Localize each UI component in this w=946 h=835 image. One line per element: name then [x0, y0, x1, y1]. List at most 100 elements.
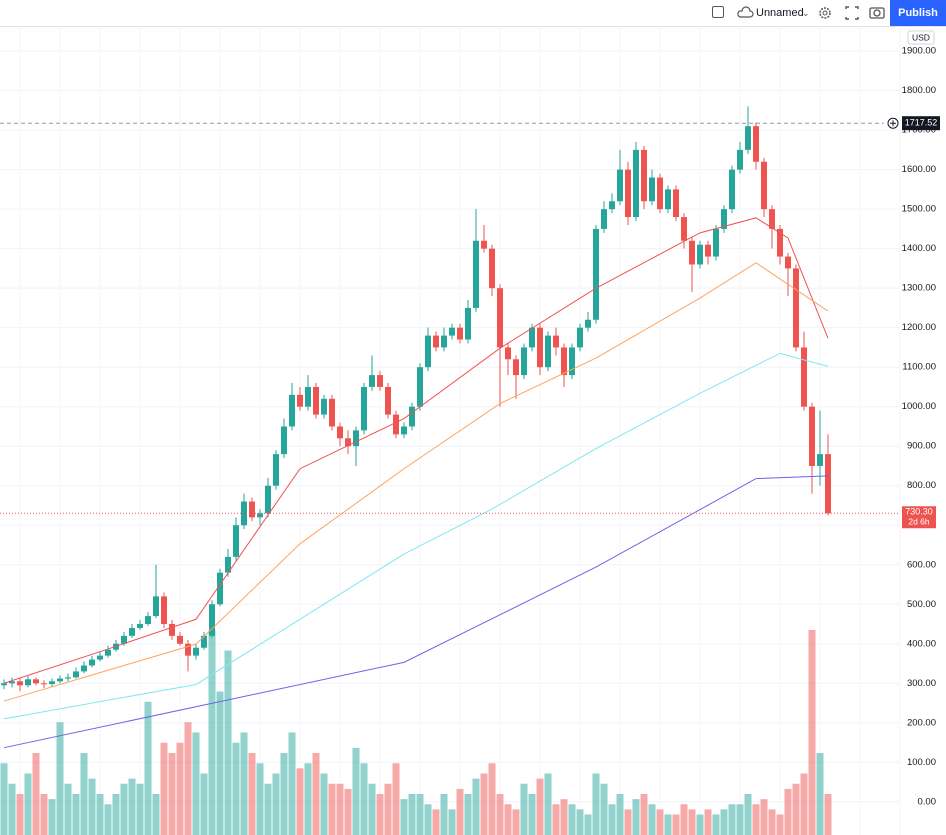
y-tick-label: 1100.00 — [902, 362, 936, 373]
volume-bar — [72, 794, 80, 835]
volume-bar — [16, 794, 24, 835]
volume-bar — [704, 809, 712, 835]
volume-bar — [600, 783, 608, 835]
volume-bar — [48, 799, 56, 835]
caret[interactable]: ⌄ — [802, 8, 810, 18]
cloud-icon[interactable] — [736, 0, 754, 26]
volume-bar — [376, 794, 384, 835]
candle-body — [809, 406, 815, 466]
snapshot-icon[interactable] — [868, 0, 886, 26]
candle-body — [825, 454, 831, 514]
candle-body — [433, 335, 439, 348]
volume-bar — [768, 809, 776, 835]
candle-body — [641, 149, 647, 202]
volume-bar — [568, 804, 576, 835]
volume-bar — [320, 773, 328, 835]
volume-bar — [40, 794, 48, 835]
volume-bar — [792, 783, 800, 835]
candle-body — [393, 414, 399, 435]
candle-body — [473, 240, 479, 308]
volume-bar — [480, 773, 488, 835]
y-tick-label: 1900.00 — [902, 46, 936, 57]
volume-bar — [296, 768, 304, 835]
candle-body — [145, 616, 151, 625]
volume-bar — [112, 794, 120, 835]
candle-body — [617, 169, 623, 202]
y-tick-label: 1400.00 — [902, 243, 936, 254]
volume-bar — [80, 753, 88, 835]
volume-bar — [256, 763, 264, 835]
volume-bar — [288, 732, 296, 835]
fullscreen-icon[interactable] — [845, 0, 859, 26]
volume-bar — [368, 783, 376, 835]
candle-body — [97, 655, 103, 660]
volume-bar — [640, 794, 648, 835]
y-tick-label: 1300.00 — [902, 283, 936, 294]
candle-body — [377, 375, 383, 387]
candle-body — [65, 677, 71, 679]
volume-bar — [328, 783, 336, 835]
candle-body — [385, 386, 391, 415]
volume-bar — [216, 691, 224, 835]
moving-average — [3, 352, 829, 720]
candle-body — [505, 347, 511, 360]
volume-bar — [88, 778, 96, 835]
candle-body — [409, 406, 415, 427]
candle-body — [633, 149, 639, 218]
moving-average — [3, 475, 829, 749]
candle-body — [713, 228, 719, 257]
volume-bar — [232, 742, 240, 835]
candle-body — [737, 149, 743, 170]
candle-body — [17, 681, 23, 686]
select-box[interactable] — [712, 6, 724, 18]
volume-bar — [336, 783, 344, 835]
volume-bar — [552, 804, 560, 835]
volume-bar — [800, 773, 808, 835]
publish-button[interactable]: Publish — [890, 0, 946, 26]
currency-box[interactable] — [907, 30, 935, 45]
currency[interactable]: USD — [912, 32, 930, 42]
candle-body — [625, 169, 631, 218]
candle-body — [777, 228, 783, 257]
volume-bar — [392, 763, 400, 835]
candle-body — [497, 288, 503, 348]
candle-body — [105, 649, 111, 656]
candle-body — [689, 240, 695, 265]
candle-body — [57, 678, 63, 682]
candle-body — [281, 426, 287, 455]
chart: USD 0.00 100.00 200.00 300.00 400.00 500.00 60… — [0, 27, 940, 835]
volume-bar — [416, 794, 424, 835]
candle-body — [817, 454, 823, 466]
candle-body — [585, 319, 591, 328]
candle-body — [177, 635, 183, 644]
candle-body — [705, 244, 711, 257]
volume-bar — [136, 783, 144, 835]
candle-body — [609, 201, 615, 210]
y-tick-label: 100.00 — [907, 757, 936, 768]
candle-body — [345, 438, 351, 447]
candle-body — [481, 240, 487, 249]
candle-body — [33, 679, 39, 684]
volume-bar — [472, 778, 480, 835]
volume-bar — [664, 814, 672, 835]
countdown: 2d 6h — [908, 517, 930, 527]
volume-bar — [224, 650, 232, 835]
layout-name[interactable]: Unnamed — [756, 7, 804, 19]
candle-body — [801, 347, 807, 407]
volume-bar — [696, 814, 704, 835]
volume-bar — [312, 753, 320, 835]
volume-bar — [824, 794, 832, 835]
crosshair-tag — [902, 116, 940, 131]
volume-bar — [808, 630, 816, 835]
volume-bar — [632, 799, 640, 835]
candle-body — [169, 624, 175, 636]
candle-body — [673, 189, 679, 218]
candle-body — [329, 398, 335, 427]
volume-bar — [32, 753, 40, 835]
volume-bar — [64, 783, 72, 835]
candle-body — [761, 161, 767, 210]
volume-bar — [624, 809, 632, 835]
settings-icon[interactable] — [817, 0, 833, 26]
volume-bar — [352, 747, 360, 835]
candle-body — [401, 426, 407, 435]
